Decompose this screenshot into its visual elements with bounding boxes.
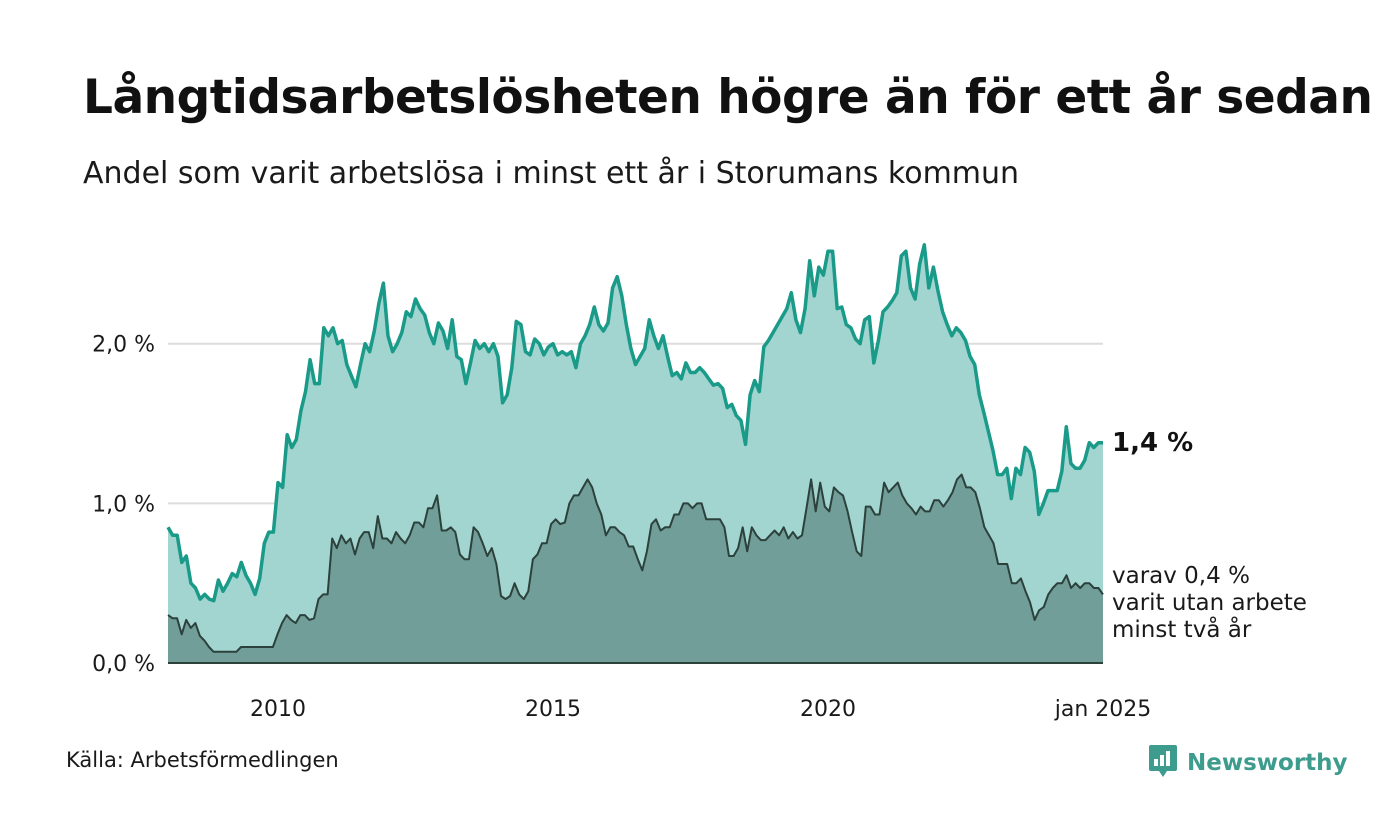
x-axis-ticks: 2010 2015 2020 jan 2025 xyxy=(250,697,1151,722)
source-note: Källa: Arbetsförmedlingen xyxy=(66,748,339,772)
x-tick-label: jan 2025 xyxy=(1054,697,1152,722)
two-year-area xyxy=(168,474,1103,663)
two-year-end-label-line: varit utan arbete xyxy=(1112,590,1307,616)
two-year-end-label-line: varav 0,4 % xyxy=(1112,563,1250,589)
y-tick-label: 1,0 % xyxy=(92,492,155,517)
two-year-line xyxy=(167,473,1104,653)
y-tick-label: 0,0 % xyxy=(92,652,155,677)
two-year-end-label-line: minst två år xyxy=(1112,615,1252,643)
total-line xyxy=(166,243,1103,603)
y-tick-label: 2,0 % xyxy=(92,333,155,358)
x-tick-label: 2010 xyxy=(250,697,306,722)
two-year-end-label: varav 0,4 % varit utan arbete minst två … xyxy=(1112,563,1314,643)
brand-name: Newsworthy xyxy=(1187,750,1348,776)
brand-logo: Newsworthy xyxy=(1148,744,1348,782)
chart-title: Långtidsarbetslösheten högre än för ett … xyxy=(83,70,1373,125)
chart-subtitle: Andel som varit arbetslösa i minst ett å… xyxy=(83,156,1020,191)
bar-chart-speech-bubble-icon xyxy=(1148,744,1178,782)
y-axis-ticks: 0,0 % 1,0 % 2,0 % xyxy=(92,333,155,677)
x-tick-label: 2020 xyxy=(800,697,856,722)
area-series xyxy=(166,243,1104,664)
x-tick-label: 2015 xyxy=(525,697,581,722)
total-end-label: 1,4 % xyxy=(1112,428,1193,458)
